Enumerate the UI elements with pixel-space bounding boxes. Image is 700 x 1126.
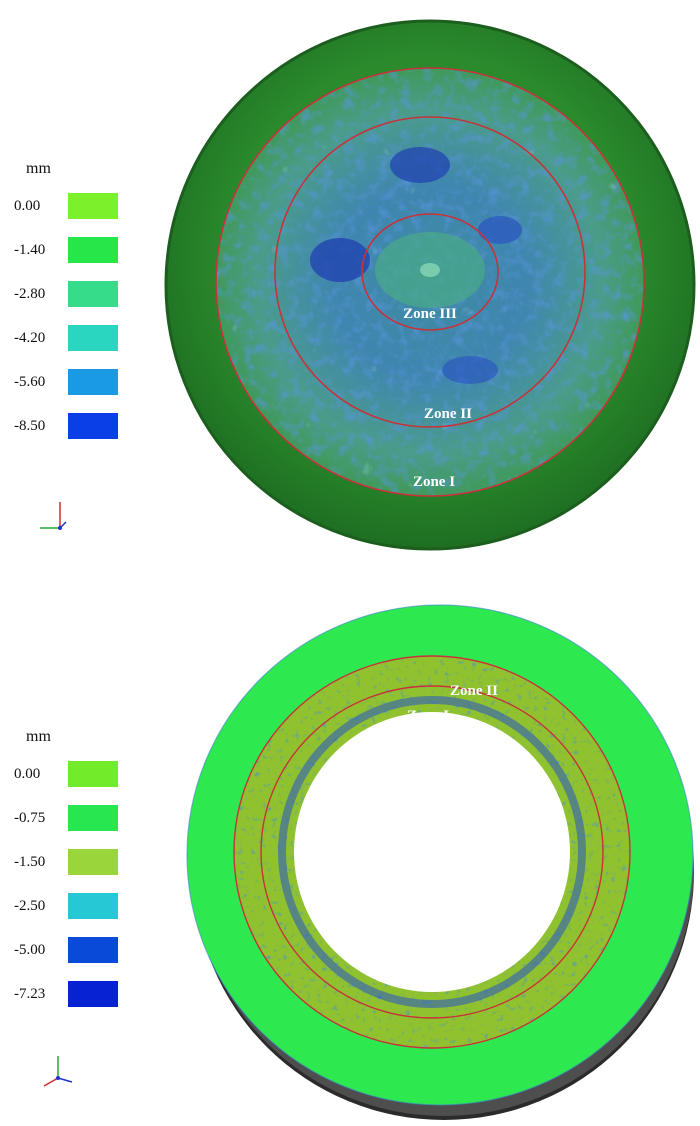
- legend-value: -0.75: [14, 809, 46, 826]
- legend-row: -5.60: [14, 360, 118, 404]
- legend-swatch: [68, 237, 118, 263]
- zone-label: Zone II: [450, 683, 498, 699]
- legend-unit: mm: [26, 160, 51, 177]
- legend-value: 0.00: [14, 197, 41, 214]
- legend-value: -1.50: [14, 853, 46, 870]
- zone-label: Zone III: [403, 306, 457, 322]
- legend-swatch: [68, 893, 118, 919]
- legend-row: -7.23: [14, 972, 118, 1016]
- bottom-color-legend: mm 0.00 -0.75 -1.50 -2.50 -5.00 -7.23: [14, 728, 118, 1016]
- legend-swatch: [68, 369, 118, 395]
- legend-value: -7.23: [14, 985, 46, 1002]
- bottom-deviation-map: Zone II Zone I: [180, 596, 700, 1126]
- top-scan-panel: mm 0.00 -1.40 -2.80 -4.20 -5.60 -8.50: [0, 0, 700, 560]
- legend-row: -2.50: [14, 884, 118, 928]
- legend-row: -4.20: [14, 316, 118, 360]
- legend-value: 0.00: [14, 765, 41, 782]
- legend-row: 0.00: [14, 184, 118, 228]
- legend-row: -5.00: [14, 928, 118, 972]
- zone-label: Zone II: [424, 406, 472, 422]
- legend-value: -2.50: [14, 897, 46, 914]
- zone-label: Zone I: [413, 474, 455, 490]
- axis-triad-icon: [40, 502, 67, 530]
- legend-swatch: [68, 849, 118, 875]
- legend-swatch: [68, 193, 118, 219]
- legend-swatch: [68, 981, 118, 1007]
- axis-triad-icon: [43, 1056, 73, 1087]
- legend-row: -8.50: [14, 404, 118, 448]
- legend-swatch: [68, 761, 118, 787]
- legend-swatch: [68, 325, 118, 351]
- zone-label: Zone I: [407, 708, 449, 724]
- legend-swatch: [68, 413, 118, 439]
- legend-swatch: [68, 937, 118, 963]
- legend-row: -0.75: [14, 796, 118, 840]
- legend-row: -1.50: [14, 840, 118, 884]
- legend-row: 0.00: [14, 752, 118, 796]
- legend-value: -8.50: [14, 417, 46, 434]
- legend-value: -4.20: [14, 329, 46, 346]
- legend-row: -1.40: [14, 228, 118, 272]
- legend-value: -2.80: [14, 285, 46, 302]
- legend-unit: mm: [26, 728, 51, 745]
- legend-value: -5.60: [14, 373, 46, 390]
- legend-value: -5.00: [14, 941, 46, 958]
- legend-row: -2.80: [14, 272, 118, 316]
- legend-swatch: [68, 805, 118, 831]
- bottom-scan-panel: mm 0.00 -0.75 -1.50 -2.50 -5.00 -7.23: [0, 590, 700, 1126]
- top-deviation-map: Zone III Zone II Zone I: [164, 19, 696, 551]
- legend-swatch: [68, 281, 118, 307]
- top-color-legend: mm 0.00 -1.40 -2.80 -4.20 -5.60 -8.50: [14, 160, 118, 448]
- legend-value: -1.40: [14, 241, 46, 258]
